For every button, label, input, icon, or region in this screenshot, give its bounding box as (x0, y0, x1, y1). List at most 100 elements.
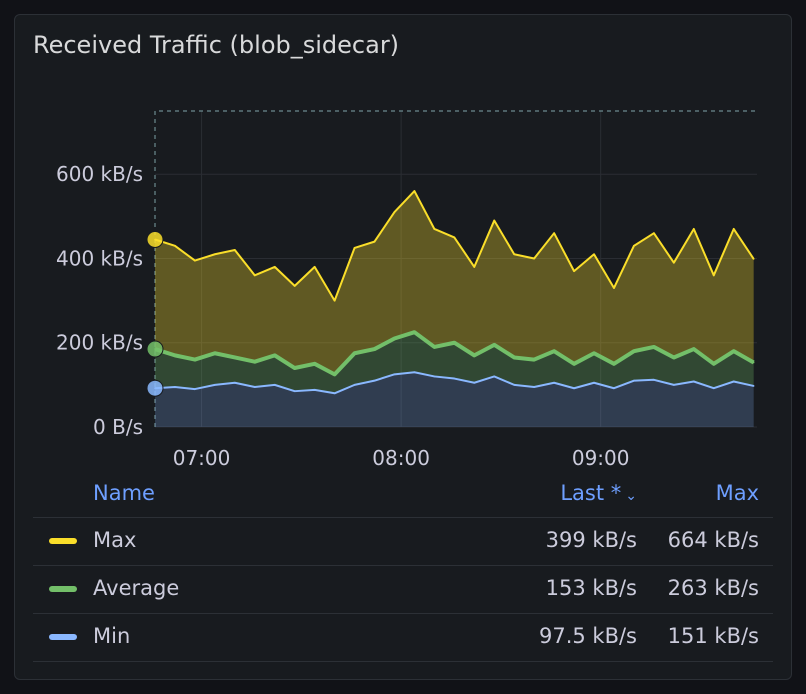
legend-max-value: 151 kB/s (667, 624, 759, 648)
data-point-min (673, 384, 675, 386)
data-point-min (273, 384, 276, 386)
data-point-min (433, 375, 436, 378)
data-point-average (593, 352, 595, 355)
data-point-average (273, 354, 276, 357)
data-point-min (633, 379, 635, 382)
y-tick-label: 0 B/s (93, 415, 143, 439)
hover-point-average (146, 340, 164, 358)
legend-header-last-label: Last * (560, 481, 622, 505)
data-point-min (413, 371, 416, 374)
data-point-min (712, 387, 715, 390)
x-tick-label: 08:00 (372, 446, 430, 470)
data-point-min (293, 390, 296, 392)
data-point-min (493, 375, 496, 378)
data-point-max (293, 285, 296, 287)
data-point-min (513, 384, 516, 386)
data-point-min (234, 381, 236, 384)
legend-header-max[interactable]: Max (715, 481, 759, 505)
data-point-min (353, 384, 356, 386)
data-point-min (573, 387, 575, 390)
data-point-min (393, 373, 396, 376)
data-point-average (752, 361, 755, 364)
data-point-average (613, 363, 615, 365)
data-point-max (752, 258, 755, 260)
data-point-average (393, 337, 396, 340)
data-point-min (473, 381, 476, 384)
legend-header-name[interactable]: Name (93, 481, 155, 505)
data-point-max (413, 190, 416, 192)
data-point-average (573, 363, 575, 365)
data-point-max (253, 274, 256, 277)
legend-last-value: 97.5 kB/s (538, 624, 637, 648)
chevron-down-icon: ⌄ (625, 488, 637, 504)
data-point-average (373, 348, 376, 350)
data-point-max (174, 245, 176, 247)
data-point-max (493, 219, 496, 222)
data-point-max (353, 247, 356, 249)
data-point-min (693, 380, 695, 383)
data-point-average (453, 341, 456, 344)
data-point-average (493, 344, 496, 346)
data-point-max (712, 274, 715, 277)
data-point-average (214, 352, 216, 355)
legend-max-value: 664 kB/s (667, 528, 759, 552)
data-point-min (214, 384, 216, 386)
y-tick-label: 400 kB/s (56, 246, 143, 270)
data-point-average (293, 367, 296, 369)
legend-header-last[interactable]: Last * ⌄ (560, 481, 637, 505)
data-point-max (573, 270, 575, 272)
legend-row-max[interactable]: Max 399 kB/s 664 kB/s (33, 517, 773, 565)
panel-title[interactable]: Received Traffic (blob_sidecar) (33, 31, 400, 59)
data-point-max (373, 240, 376, 243)
x-tick-label: 09:00 (572, 446, 630, 470)
series-color-swatch (49, 538, 77, 544)
hover-point-max (146, 231, 164, 249)
data-point-max (453, 236, 456, 239)
data-point-average (333, 373, 336, 376)
data-point-average (653, 346, 655, 348)
data-point-min (593, 381, 595, 384)
data-point-average (253, 360, 256, 363)
data-point-average (174, 354, 176, 357)
data-point-max (194, 259, 196, 262)
data-point-average (633, 350, 635, 352)
data-point-max (513, 253, 516, 256)
data-point-average (194, 358, 196, 361)
x-tick-label: 07:00 (173, 446, 231, 470)
data-point-min (453, 377, 456, 380)
annotation-region (154, 110, 757, 427)
data-point-max (593, 253, 595, 256)
y-tick-label: 200 kB/s (56, 331, 143, 355)
data-point-average (732, 350, 735, 352)
data-point-max (214, 253, 216, 256)
data-point-min (194, 388, 196, 390)
hover-point-min (146, 379, 164, 397)
chart[interactable]: 0 B/s 200 kB/s 400 kB/s 600 kB/s 07:00 08:00 0… (15, 15, 793, 481)
data-point-average (513, 356, 516, 359)
data-point-average (473, 354, 476, 357)
data-point-max (313, 266, 316, 268)
data-point-min (253, 386, 256, 388)
legend-row-average[interactable]: Average 153 kB/s 263 kB/s (33, 565, 773, 613)
data-point-average (313, 363, 316, 365)
legend-row-min[interactable]: Min 97.5 kB/s 151 kB/s (33, 613, 773, 662)
data-point-max (633, 245, 635, 247)
data-point-min (613, 387, 615, 390)
panel: Received Traffic (blob_sidecar) 0 B/s 200… (14, 14, 792, 680)
data-point-max (234, 249, 236, 251)
legend-max-value: 263 kB/s (667, 576, 759, 600)
data-point-average (693, 348, 695, 350)
data-point-max (393, 211, 396, 213)
legend-table: Name Last * ⌄ Max Max 399 kB/s 664 kB/s A… (33, 481, 773, 662)
data-point-min (533, 386, 535, 388)
data-point-max (673, 261, 675, 264)
legend-series-name: Average (93, 576, 180, 600)
data-point-average (413, 331, 416, 334)
data-point-min (553, 381, 555, 384)
data-point-max (473, 266, 476, 268)
series-color-swatch (49, 634, 77, 640)
data-point-max (693, 228, 695, 230)
data-point-average (433, 346, 436, 348)
data-point-max (433, 228, 436, 230)
data-point-average (673, 356, 675, 359)
